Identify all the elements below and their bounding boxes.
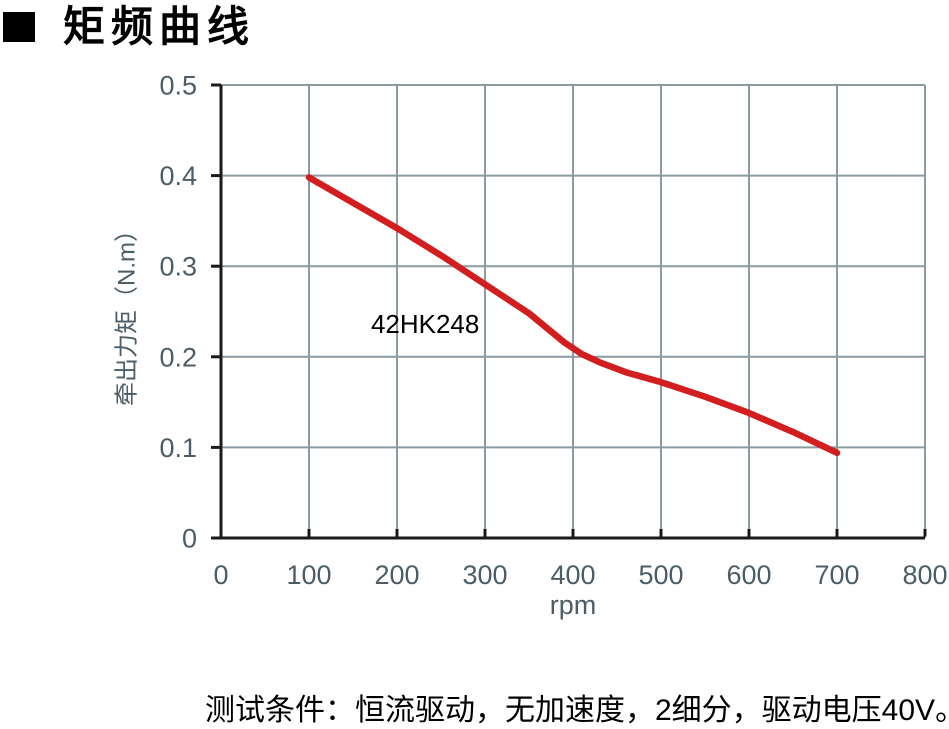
- page-title: 矩频曲线: [63, 3, 256, 50]
- x-axis-title: rpm: [550, 590, 597, 620]
- y-tick-label: 0: [182, 524, 197, 554]
- y-tick-label: 0.1: [159, 433, 197, 463]
- x-tick-label: 300: [462, 560, 507, 590]
- series-label: 42HK248: [371, 309, 479, 339]
- x-tick-label: 800: [902, 560, 947, 590]
- x-tick-label: 600: [726, 560, 771, 590]
- y-tick-label: 0.4: [159, 161, 197, 191]
- x-tick-label: 200: [374, 560, 419, 590]
- section-marker-icon: [3, 12, 35, 42]
- y-tick-label: 0.2: [159, 342, 197, 372]
- x-tick-label: 500: [638, 560, 683, 590]
- torque-curve: [305, 174, 841, 457]
- y-tick-label: 0.5: [159, 71, 197, 101]
- y-axis-title: 牵出力矩（N.m）: [114, 218, 141, 406]
- x-tick-label: 100: [286, 560, 331, 590]
- x-tick-label: 0: [213, 560, 228, 590]
- x-tick-label: 700: [814, 560, 859, 590]
- y-tick-label: 0.3: [159, 252, 197, 282]
- section-header: 矩频曲线: [3, 6, 255, 48]
- test-conditions-note: 测试条件：恒流驱动，无加速度，2细分，驱动电压40V。: [205, 694, 949, 727]
- x-tick-label: 400: [550, 560, 595, 590]
- torque-frequency-chart: 0 100 200 300 400 500 600 700 800 0 0.1 0.2 0.3 0.4 0.…: [114, 71, 948, 621]
